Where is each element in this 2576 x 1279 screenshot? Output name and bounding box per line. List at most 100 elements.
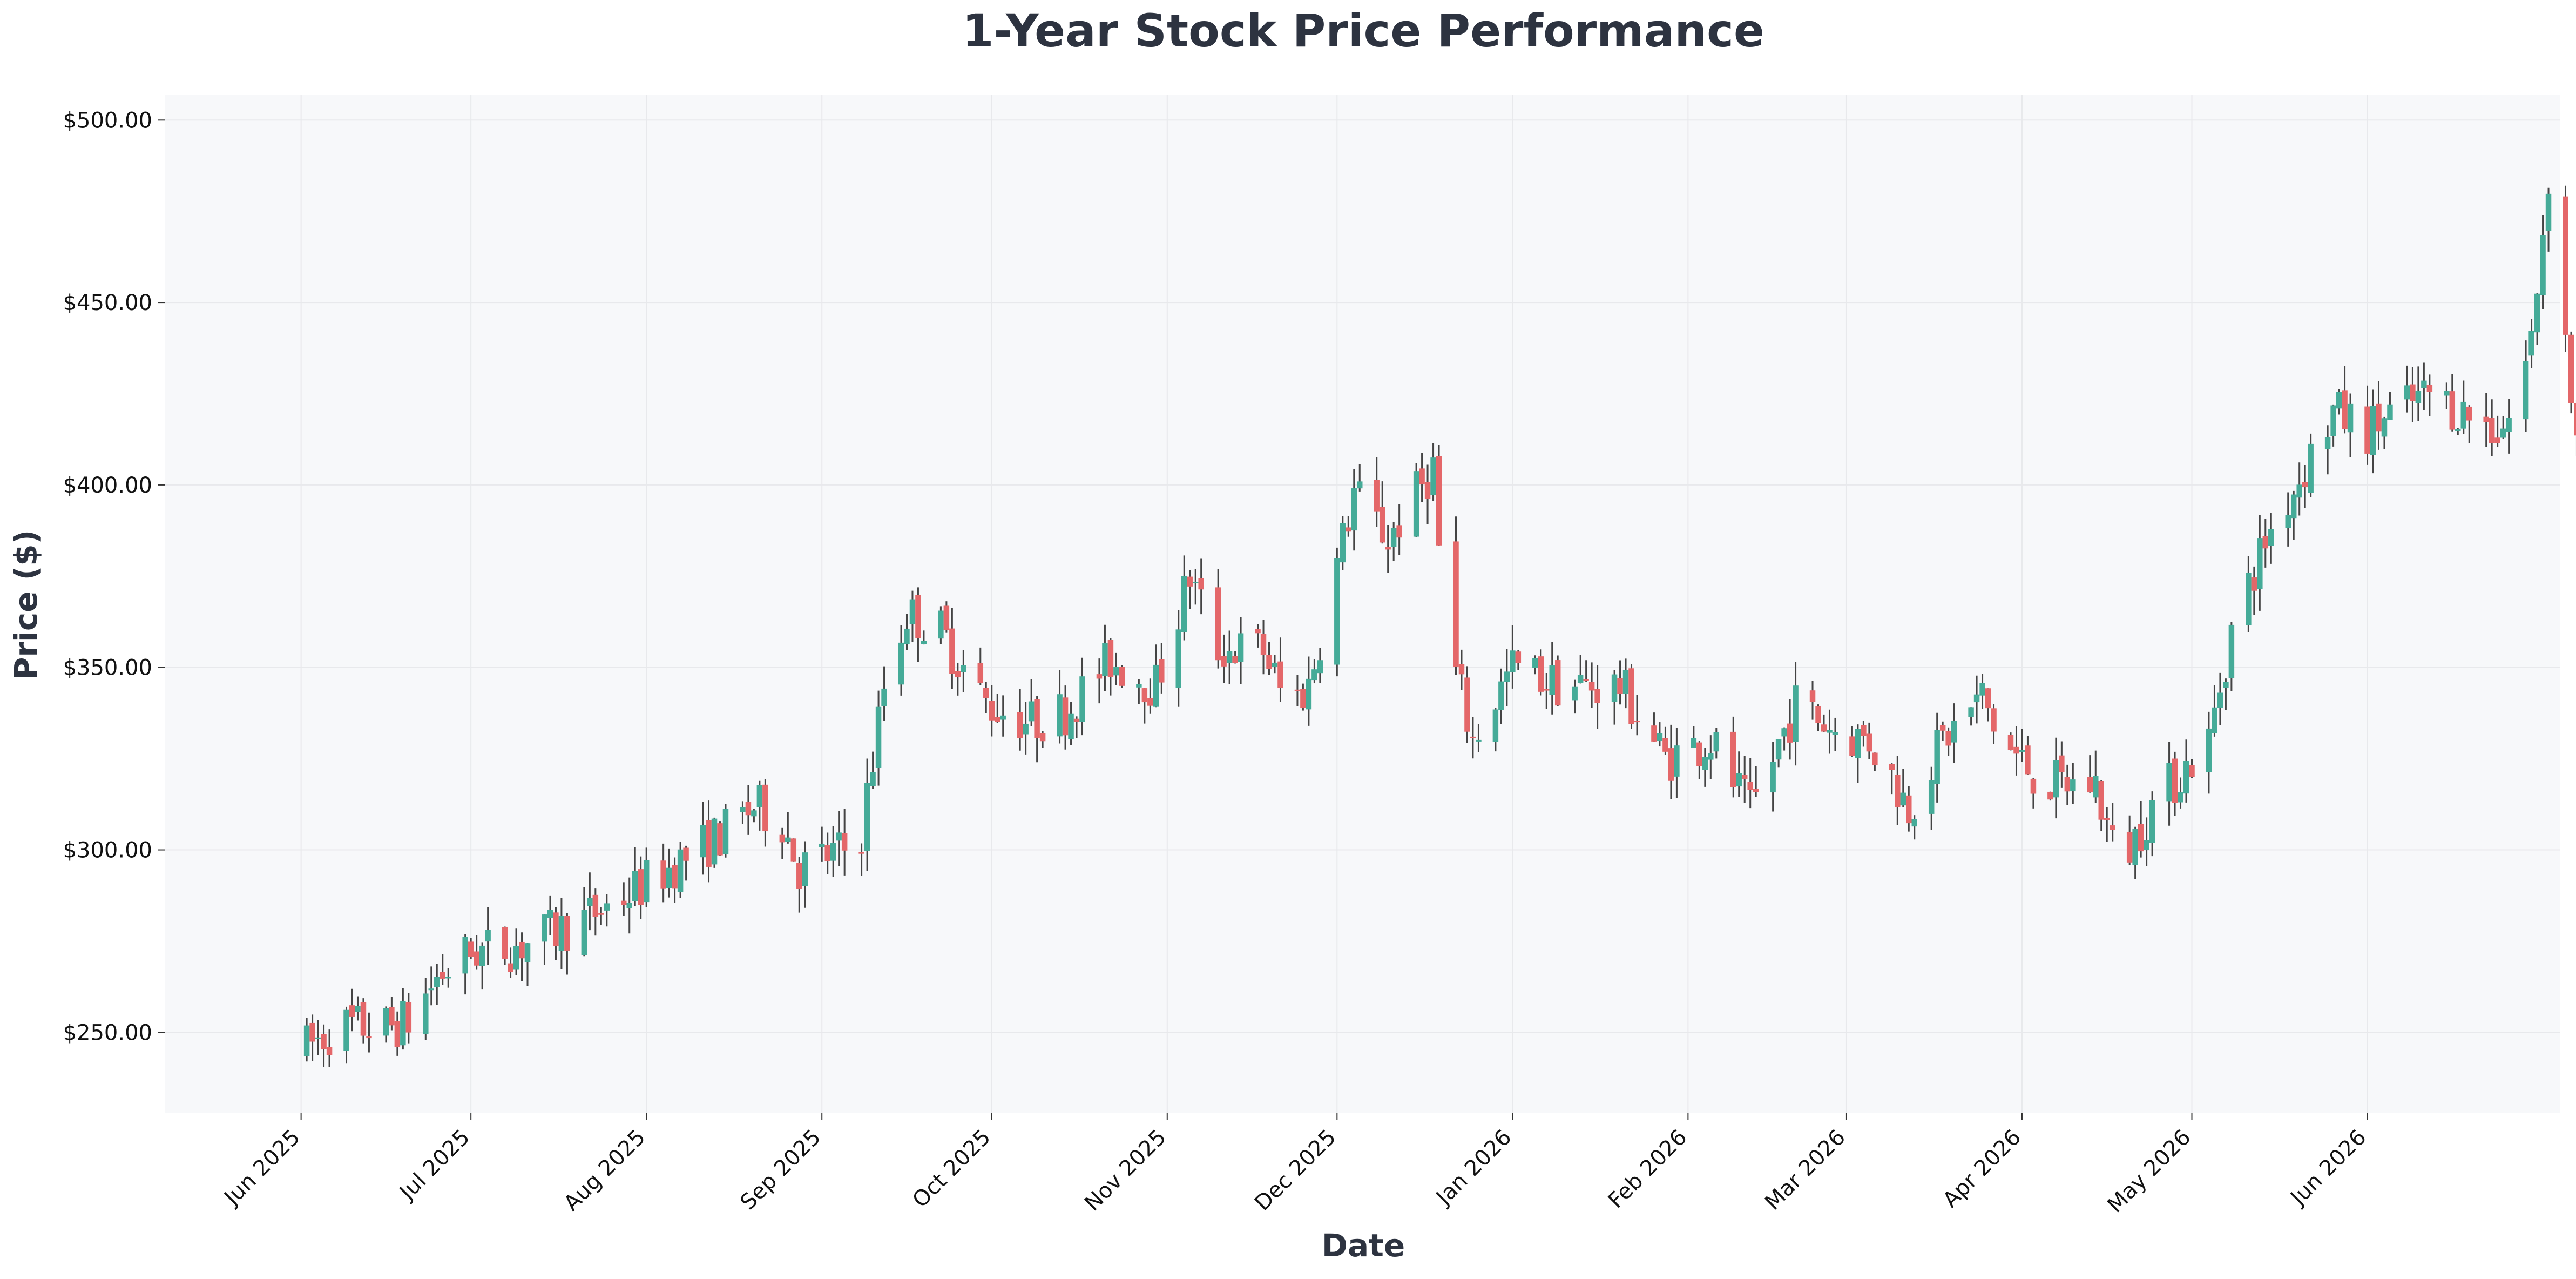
candle-body-up xyxy=(2534,293,2540,333)
candle-body-down xyxy=(2172,758,2178,803)
candle-body-up xyxy=(2330,405,2336,436)
candle-body-down xyxy=(2138,824,2144,852)
candle-body-up xyxy=(1674,745,1680,777)
candle-body-down xyxy=(2251,577,2257,591)
candle-body-up xyxy=(1979,683,1985,696)
candle-body-up xyxy=(666,867,672,888)
candle-body-down xyxy=(598,913,604,915)
candle-body-up xyxy=(1334,558,1340,665)
candle-body-down xyxy=(779,834,786,843)
candle-body-down xyxy=(1419,468,1425,484)
candle-body-down xyxy=(1588,682,1595,691)
candle-body-up xyxy=(1968,707,1974,717)
candle-body-up xyxy=(1781,728,1787,737)
candle-body-up xyxy=(1770,762,1776,793)
candle-body-down xyxy=(1470,736,1476,738)
candle-body-up xyxy=(2500,428,2506,438)
candle-body-up xyxy=(445,977,451,979)
candle-body-down xyxy=(1544,689,1550,691)
candle-body-down xyxy=(1747,782,1753,790)
candle-body-up xyxy=(632,871,638,901)
x-tick-label: Jul 2025 xyxy=(394,1125,475,1206)
candle-body-down xyxy=(1730,731,1736,787)
candle-body-down xyxy=(977,663,984,683)
candle-body-up xyxy=(2257,538,2263,589)
candle-body-up xyxy=(1028,701,1035,722)
candle-body-down xyxy=(1651,725,1657,742)
candle-body-up xyxy=(462,937,468,974)
candle-body-up xyxy=(751,810,757,817)
candle-body-up xyxy=(1492,709,1499,742)
candle-body-down xyxy=(2025,745,2031,775)
candle-body-down xyxy=(841,833,848,851)
candle-body-down xyxy=(1017,712,1023,738)
candle-body-up xyxy=(1577,675,1584,683)
candle-body-up xyxy=(921,641,927,644)
candle-body-down xyxy=(1895,775,1901,807)
candle-body-up xyxy=(1306,678,1312,710)
candle-body-up xyxy=(881,688,887,706)
candle-body-down xyxy=(745,802,752,816)
x-tick-label: Feb 2026 xyxy=(1604,1125,1692,1214)
candle-body-up xyxy=(2132,829,2138,865)
candle-body-down xyxy=(1628,668,1634,724)
candle-body-up xyxy=(1504,671,1510,682)
candle-body-up xyxy=(1498,681,1504,710)
candle-body-up xyxy=(542,914,547,942)
candle-body-down xyxy=(1872,752,1878,766)
candle-body-down xyxy=(683,847,689,861)
candle-body-up xyxy=(2404,385,2410,400)
candle-body-down xyxy=(2574,403,2576,436)
candle-body-down xyxy=(366,1036,372,1039)
candle-body-down xyxy=(1266,655,1272,669)
candle-body-down xyxy=(2110,825,2115,830)
candle-body-up xyxy=(2223,682,2229,688)
candle-body-down xyxy=(1062,697,1069,736)
candle-body-up xyxy=(1153,664,1159,707)
candle-body-down xyxy=(474,951,479,966)
candle-body-down xyxy=(1821,724,1827,732)
candle-body-up xyxy=(938,610,944,639)
candle-body-up xyxy=(587,898,593,906)
candle-body-up xyxy=(711,818,718,865)
candle-body-up xyxy=(785,837,791,842)
candle-body-down xyxy=(1583,679,1589,681)
candle-body-down xyxy=(1396,525,1402,538)
candle-body-up xyxy=(1775,739,1782,760)
candle-body-up xyxy=(2528,331,2534,356)
y-tick-label: $250.00 xyxy=(63,1020,152,1045)
candle-body-down xyxy=(989,701,995,721)
candle-body-down xyxy=(1753,789,1759,792)
candle-body-up xyxy=(836,832,842,841)
candle-body-down xyxy=(1119,667,1125,686)
candle-body-up xyxy=(756,785,763,807)
candle-body-up xyxy=(904,628,910,644)
candle-body-down xyxy=(1696,742,1702,766)
candle-body-down xyxy=(1073,718,1080,722)
candle-body-down xyxy=(519,941,525,959)
candle-body-down xyxy=(2087,777,2093,793)
candle-body-down xyxy=(1147,698,1153,706)
candle-body-down xyxy=(955,671,961,678)
chart-title: 1-Year Stock Price Performance xyxy=(962,4,1764,57)
candle-body-up xyxy=(2370,406,2376,455)
candle-body-up xyxy=(2144,840,2149,851)
y-axis-label: Price ($) xyxy=(8,530,44,680)
candle-body-up xyxy=(1532,658,1538,668)
candle-body-down xyxy=(468,941,474,957)
candle-body-up xyxy=(1113,667,1119,676)
candle-body-up xyxy=(1000,715,1006,720)
candle-body-down xyxy=(1945,731,1951,746)
candle-body-up xyxy=(2019,750,2025,752)
candle-body-down xyxy=(2563,196,2568,335)
candle-body-up xyxy=(400,1001,406,1046)
candle-body-down xyxy=(592,894,599,917)
candle-body-down xyxy=(553,912,559,946)
candle-body-down xyxy=(1215,587,1221,661)
candle-body-up xyxy=(1181,576,1187,632)
candle-body-up xyxy=(383,1008,389,1036)
candle-body-down xyxy=(1159,659,1165,683)
candle-body-up xyxy=(604,903,610,911)
candle-body-up xyxy=(1708,753,1714,760)
candle-body-down xyxy=(1374,480,1380,512)
